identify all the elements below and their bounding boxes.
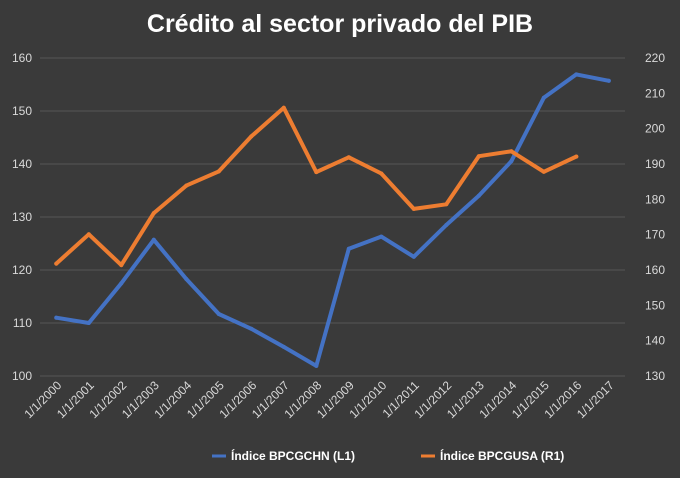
legend-label-chn: Índice BPCGCHN (L1) xyxy=(231,448,355,463)
y-left-tick-label: 130 xyxy=(12,210,32,224)
data-point-usa xyxy=(249,134,254,139)
data-point-chn xyxy=(476,193,481,198)
y-left-tick-label: 100 xyxy=(12,369,32,383)
series-layer xyxy=(54,72,611,368)
data-point-chn xyxy=(574,72,579,77)
data-point-usa xyxy=(509,149,514,154)
y-left-tick-label: 120 xyxy=(12,263,32,277)
data-point-usa xyxy=(119,263,124,268)
data-point-usa xyxy=(86,232,91,237)
data-point-usa xyxy=(476,154,481,159)
data-point-chn xyxy=(314,363,319,368)
y-left-tick-label: 110 xyxy=(13,316,32,330)
data-point-chn xyxy=(411,254,416,259)
y-left-tick-label: 140 xyxy=(12,157,32,171)
data-point-chn xyxy=(151,237,156,242)
series-line-usa xyxy=(54,105,579,268)
series-line-chn xyxy=(54,72,611,368)
data-point-chn xyxy=(606,78,611,83)
data-point-chn xyxy=(86,321,91,325)
data-point-usa xyxy=(346,155,351,160)
y-right-tick-label: 160 xyxy=(645,263,665,277)
data-point-usa xyxy=(151,211,156,216)
data-point-chn xyxy=(184,277,189,281)
y-right-tick-label: 150 xyxy=(645,298,665,312)
y-right-tick-label: 220 xyxy=(645,51,665,65)
data-point-usa xyxy=(281,105,286,110)
data-point-chn xyxy=(119,281,124,286)
data-point-chn xyxy=(249,326,254,331)
data-point-chn xyxy=(379,234,384,239)
data-point-chn xyxy=(509,159,514,164)
data-point-chn xyxy=(444,223,449,227)
data-point-usa xyxy=(216,169,221,174)
y-right-tick-label: 180 xyxy=(645,192,665,206)
data-point-usa xyxy=(379,171,384,176)
grid-layer xyxy=(40,57,625,377)
axis-layer: 100 110 120 130 140 150 160 130 140 150 160 170 180 1… xyxy=(12,51,665,421)
data-point-chn xyxy=(54,315,59,320)
y-right-tick-label: 200 xyxy=(645,122,665,136)
y-right-tick-label: 140 xyxy=(645,334,665,348)
data-point-usa xyxy=(574,154,579,159)
y-left-tick-label: 150 xyxy=(12,104,32,118)
data-point-usa xyxy=(314,170,319,175)
legend-label-usa: Índice BPCGUSA (R1) xyxy=(440,448,564,463)
data-point-chn xyxy=(216,312,221,316)
data-point-chn xyxy=(346,246,351,251)
data-point-usa xyxy=(411,206,416,211)
data-point-usa xyxy=(444,202,449,207)
y-right-tick-label: 170 xyxy=(645,228,665,242)
data-point-chn xyxy=(281,344,286,349)
y-right-tick-label: 190 xyxy=(645,157,665,171)
y-right-tick-label: 130 xyxy=(645,369,665,383)
data-point-chn xyxy=(541,95,546,100)
y-right-tick-label: 210 xyxy=(645,86,665,100)
chart-title: Crédito al sector privado del PIB xyxy=(147,10,533,38)
y-left-tick-label: 160 xyxy=(12,51,32,65)
data-point-usa xyxy=(54,261,59,266)
legend: Índice BPCGCHN (L1) Índice BPCGUSA (R1) xyxy=(212,448,564,463)
data-point-usa xyxy=(541,169,546,174)
data-point-usa xyxy=(184,183,189,188)
